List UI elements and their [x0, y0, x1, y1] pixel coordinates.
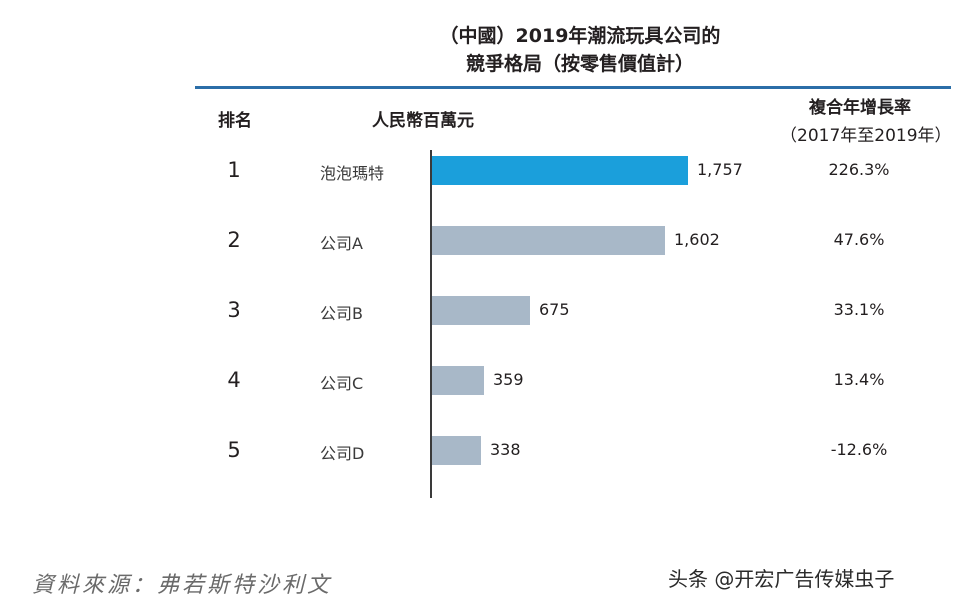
- cagr-value: 47.6%: [833, 230, 885, 249]
- source-note: 資料來源：弗若斯特沙利文: [32, 573, 333, 598]
- rank-label: 1: [227, 158, 241, 182]
- value-label: 359: [493, 370, 524, 389]
- unit-header: 人民幣百萬元: [372, 111, 474, 131]
- chart-title-line2: 競爭格局（按零售價值計）: [465, 53, 694, 75]
- value-label: 1,602: [674, 230, 720, 249]
- rank-label: 2: [227, 228, 241, 252]
- cagr-header-line2: （2017年至2019年）: [780, 126, 952, 146]
- category-axis-line: [430, 150, 432, 498]
- category-label: 泡泡瑪特: [320, 164, 385, 183]
- watermark: 头条 @开宏广告传媒虫子: [668, 567, 895, 591]
- bar: [432, 155, 688, 185]
- category-label: 公司D: [320, 444, 365, 463]
- chart-title-line1: （中國）2019年潮流玩具公司的: [439, 25, 721, 47]
- category-label: 公司B: [320, 304, 363, 323]
- bar: [432, 225, 665, 255]
- cagr-value: 226.3%: [828, 160, 890, 179]
- value-label: 1,757: [697, 160, 743, 179]
- rank-label: 3: [227, 298, 241, 322]
- chart-title: （中國）2019年潮流玩具公司的 競爭格局（按零售價值計）: [380, 22, 780, 78]
- bar: [432, 295, 530, 325]
- bar: [432, 365, 484, 395]
- value-label: 338: [490, 440, 521, 459]
- category-label: 公司A: [320, 234, 363, 253]
- cagr-header-line1: 複合年增長率: [809, 98, 911, 118]
- cagr-value: -12.6%: [830, 440, 888, 459]
- category-label: 公司C: [320, 374, 364, 393]
- value-label: 675: [539, 300, 570, 319]
- title-rule: [195, 86, 951, 89]
- rank-header: 排名: [218, 111, 252, 131]
- cagr-value: 33.1%: [833, 300, 885, 319]
- bar: [432, 435, 481, 465]
- rank-label: 4: [227, 368, 241, 392]
- cagr-header: 複合年增長率 （2017年至2019年）: [780, 94, 952, 150]
- cagr-value: 13.4%: [833, 370, 885, 389]
- rank-label: 5: [227, 438, 241, 462]
